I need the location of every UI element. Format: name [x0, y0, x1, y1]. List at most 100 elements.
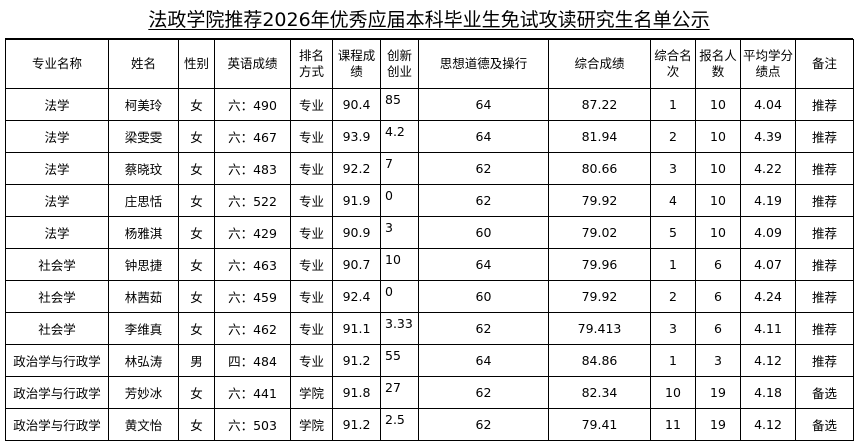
- table-cell: 91.9: [332, 184, 381, 217]
- table-cell: 蔡晓玟: [108, 152, 179, 185]
- table-cell: 黄文怡: [108, 408, 179, 441]
- header-cell: 排名方式: [290, 39, 333, 89]
- table-cell: 专业: [290, 216, 333, 249]
- table-row: 社会学 钟思捷女六：463 专业 90.7 10 64 79.96 1 6 4.07 推荐: [5, 248, 854, 281]
- table-cell: 专业: [290, 152, 333, 185]
- table-cell: 79.96: [548, 248, 651, 281]
- table-cell: 91.1: [332, 312, 381, 345]
- table-cell: 55: [380, 344, 419, 377]
- table-cell: 推荐: [795, 184, 854, 217]
- table-cell: 91.2: [332, 344, 381, 377]
- table-cell: 政治学与行政学: [5, 376, 109, 409]
- table-cell: 六：429: [214, 216, 291, 249]
- table-cell: 92.2: [332, 152, 381, 185]
- table-cell: 19: [695, 408, 741, 441]
- table-cell: 推荐: [795, 248, 854, 281]
- table-row: 政治学与行政学 林弘涛男四：484 专业 91.2 55 64 84.86 1 3 4.12 推荐: [5, 344, 854, 377]
- table-cell: 女: [178, 88, 215, 121]
- table-cell: 六：441: [214, 376, 291, 409]
- table-cell: 六：522: [214, 184, 291, 217]
- table-cell: 27: [380, 376, 419, 409]
- table-cell: 法学: [5, 88, 109, 121]
- header-cell: 专业名称: [5, 39, 109, 89]
- table-cell: 60: [418, 216, 549, 249]
- table-cell: 专业: [290, 88, 333, 121]
- table-cell: 7: [380, 152, 419, 185]
- table-cell: 六：503: [214, 408, 291, 441]
- table-cell: 女: [178, 376, 215, 409]
- table-cell: 10: [380, 248, 419, 281]
- table-cell: 六：490: [214, 88, 291, 121]
- page: {"title": "法政学院推荐2026年优秀应届本科毕业生免试攻读研究生名单…: [5, 9, 854, 441]
- table-cell: 法学: [5, 120, 109, 153]
- header-cell: 创新创业: [380, 39, 419, 89]
- table-row: 社会学 李维真女六：462 专业 91.1 3.33 62 79.413 3 6 4.11 推荐: [5, 312, 854, 345]
- table-cell: 10: [650, 376, 696, 409]
- table-cell: 学院: [290, 376, 333, 409]
- table-cell: 10: [695, 88, 741, 121]
- table-cell: 2.5: [380, 408, 419, 441]
- table-cell: 6: [695, 312, 741, 345]
- table-row: 法学 庄思恬女六：522 专业 91.9 0 62 79.92 4 10 4.19 推荐: [5, 184, 854, 217]
- table-cell: 90.4: [332, 88, 381, 121]
- table-cell: 梁雯雯: [108, 120, 179, 153]
- table-cell: 3: [650, 152, 696, 185]
- title: 法政学院推荐2026年优秀应届本科毕业生免试攻读研究生名单公示: [148, 9, 710, 31]
- table-cell: 社会学: [5, 248, 109, 281]
- table-cell: 专业: [290, 280, 333, 313]
- table-cell: 钟思捷: [108, 248, 179, 281]
- table-cell: 3: [650, 312, 696, 345]
- table-cell: 91.8: [332, 376, 381, 409]
- table-cell: 79.02: [548, 216, 651, 249]
- table-cell: 90.9: [332, 216, 381, 249]
- header-cell: 姓名: [108, 39, 179, 89]
- table-cell: 专业: [290, 120, 333, 153]
- table-cell: 92.4: [332, 280, 381, 313]
- table-cell: 六：467: [214, 120, 291, 153]
- table-cell: 专业: [290, 248, 333, 281]
- table-cell: 3.33: [380, 312, 419, 345]
- table-cell: 1: [650, 88, 696, 121]
- table-cell: 79.41: [548, 408, 651, 441]
- table-cell: 男: [178, 344, 215, 377]
- table-cell: 推荐: [795, 88, 854, 121]
- table-cell: 4.19: [740, 184, 796, 217]
- table-cell: 10: [695, 120, 741, 153]
- table-row: 社会学 林茜茹女六：459 专业 92.4 0 60 79.92 2 6 4.24 推荐: [5, 280, 854, 313]
- table-cell: 六：483: [214, 152, 291, 185]
- table-cell: 4.11: [740, 312, 796, 345]
- table-cell: 4: [650, 184, 696, 217]
- header-cell: 综合名次: [650, 39, 696, 89]
- table-cell: 芳妙冰: [108, 376, 179, 409]
- table-cell: 社会学: [5, 312, 109, 345]
- table-cell: 91.2: [332, 408, 381, 441]
- table-cell: 专业: [290, 184, 333, 217]
- table-cell: 专业: [290, 344, 333, 377]
- header-cell: 课程成绩: [332, 39, 381, 89]
- table-cell: 法学: [5, 152, 109, 185]
- table-row: 法学 蔡晓玟女六：483 专业 92.2 7 62 80.66 3 10 4.22 推荐: [5, 152, 854, 185]
- table-cell: 3: [380, 216, 419, 249]
- table-cell: 法学: [5, 216, 109, 249]
- header-cell: 备注: [795, 39, 854, 89]
- table-cell: 4.12: [740, 344, 796, 377]
- table-cell: 64: [418, 344, 549, 377]
- table-cell: 柯美玲: [108, 88, 179, 121]
- table-cell: 六：463: [214, 248, 291, 281]
- table-cell: 85: [380, 88, 419, 121]
- table-cell: 62: [418, 312, 549, 345]
- table-cell: 1: [650, 344, 696, 377]
- table-cell: 杨雅淇: [108, 216, 179, 249]
- table-cell: 64: [418, 248, 549, 281]
- table-cell: 专业: [290, 312, 333, 345]
- table-cell: 政治学与行政学: [5, 408, 109, 441]
- table-cell: 19: [695, 376, 741, 409]
- table-cell: 62: [418, 184, 549, 217]
- header-cell: 平均学分绩点: [740, 39, 796, 89]
- table-cell: 推荐: [795, 312, 854, 345]
- table-row: 法学 杨雅淇女六：429 专业 90.9 3 60 79.02 5 10 4.09 推荐: [5, 216, 854, 249]
- table-cell: 推荐: [795, 120, 854, 153]
- table-header: 专业名称 姓名 性别 英语成绩 排名方式 课程成绩 创新创业 思想道德及操行 综合成绩 综合名次报…: [5, 39, 854, 89]
- table-cell: 4.12: [740, 408, 796, 441]
- table-cell: 法学: [5, 184, 109, 217]
